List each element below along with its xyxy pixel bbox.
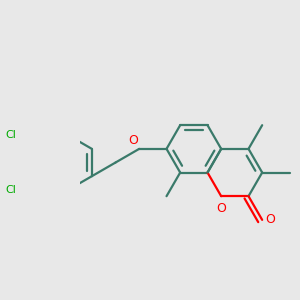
Text: O: O bbox=[216, 202, 226, 215]
Text: Cl: Cl bbox=[5, 130, 16, 140]
Text: Cl: Cl bbox=[5, 185, 16, 195]
Text: O: O bbox=[128, 134, 138, 147]
Text: O: O bbox=[266, 213, 275, 226]
